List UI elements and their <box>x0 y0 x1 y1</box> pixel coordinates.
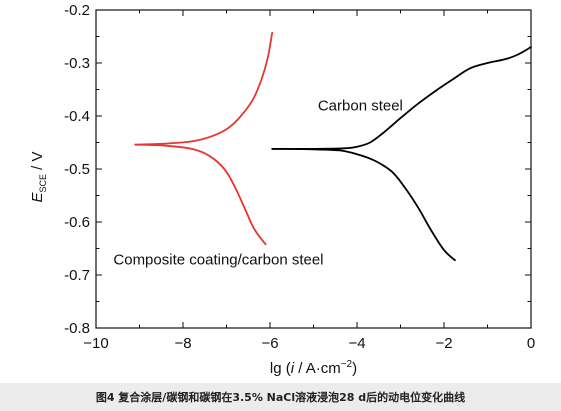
y-tick-label: -0.2 <box>64 2 90 19</box>
y-tick-label: -0.5 <box>64 161 90 178</box>
x-axis-title-mid: / A·cm <box>294 360 341 377</box>
y-tick-label: -0.4 <box>64 108 90 125</box>
series-1-branch-0 <box>134 31 274 146</box>
x-axis-title-italic: i <box>291 360 295 377</box>
plot-frame <box>95 9 532 329</box>
y-axis-title-sub: SCE <box>38 174 48 193</box>
x-axis-title-pre: lg ( <box>270 360 291 377</box>
x-tick-label: −2 <box>435 335 452 352</box>
annotation-layer: Carbon steel Composite coating/carbon ste… <box>113 98 403 269</box>
y-tick-label: -0.8 <box>64 320 90 337</box>
y-tick-label: -0.3 <box>64 55 90 72</box>
y-axis-title-italic: E <box>29 192 46 203</box>
curve-label: Composite coating/carbon steel <box>113 251 323 268</box>
series-0-branch-0 <box>271 46 532 150</box>
series-0-branch-1 <box>271 148 456 262</box>
y-axis-title-post: / V <box>29 151 46 174</box>
caption-bar: 图4 复合涂层/碳钢和碳钢在3.5% NaCl溶液浸泡28 d后的动电位变化曲线 <box>0 383 561 411</box>
x-tick-label: −4 <box>348 335 365 352</box>
y-tick-label: -0.6 <box>64 214 90 231</box>
y-tick-label: -0.7 <box>64 267 90 284</box>
figure-caption: 图4 复合涂层/碳钢和碳钢在3.5% NaCl溶液浸泡28 d后的动电位变化曲线 <box>95 391 466 404</box>
x-tick-label: −10 <box>83 335 108 352</box>
x-tick-label: −6 <box>261 335 278 352</box>
x-tick-label: −8 <box>174 335 191 352</box>
x-axis-title-sup: −2 <box>341 359 353 370</box>
axes: −10 −8 −6 −4 −2 0 -0.2 -0.3 -0.4 -0.5 -0.6 -0.7 -0.8… <box>29 2 535 377</box>
x-axis-title-post: ) <box>352 360 357 377</box>
series-1-branch-1 <box>134 143 267 246</box>
x-tick-label: 0 <box>527 335 535 352</box>
curve-label: Carbon steel <box>318 98 403 115</box>
series-layer <box>134 31 532 262</box>
x-axis-title: lg (i / A·cm−2) <box>270 359 357 377</box>
y-axis-title: ESCE / V <box>29 151 48 202</box>
polarization-chart: −10 −8 −6 −4 −2 0 -0.2 -0.3 -0.4 -0.5 -0.6 -0.7 -0.8… <box>29 2 535 377</box>
